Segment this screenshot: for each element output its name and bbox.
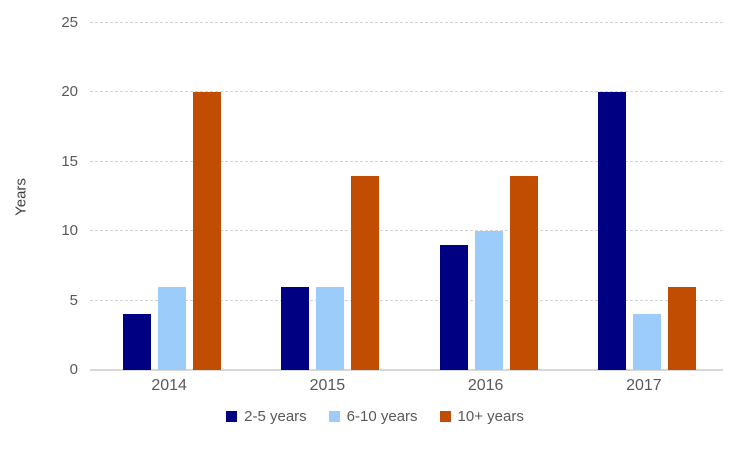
legend-label: 6-10 years <box>346 408 418 425</box>
legend-item-6-10-years: 6-10 years <box>328 408 418 425</box>
x-tick-label-2016: 2016 <box>467 377 504 394</box>
y-tick-label: 25 <box>61 14 78 31</box>
legend: 2-5 years 6-10 years 10+ years <box>0 408 750 425</box>
gridline <box>90 230 723 232</box>
y-tick-label: 10 <box>61 222 78 240</box>
plot-area <box>90 22 723 371</box>
bar-2-5-years-2015 <box>281 286 310 370</box>
legend-item-2-5-years: 2-5 years <box>226 408 307 425</box>
bar-10+-years-2017 <box>667 286 696 370</box>
legend-swatch-icon <box>439 411 451 422</box>
x-tick-label-2017: 2017 <box>626 377 662 394</box>
legend-label: 10+ years <box>457 408 524 425</box>
bar-10+-years-2015 <box>351 175 380 370</box>
bar-2-5-years-2017 <box>597 92 626 370</box>
y-tick-label: 15 <box>61 152 78 170</box>
bar-2-5-years-2016 <box>439 245 468 370</box>
x-tick-label-2014: 2014 <box>151 377 187 394</box>
bar-10+-years-2016 <box>509 175 538 370</box>
legend-item-10+-years: 10+ years <box>439 408 524 425</box>
x-tick-label-2015: 2015 <box>309 377 346 394</box>
legend-swatch-icon <box>328 411 340 422</box>
bar-6-10-years-2017 <box>632 314 661 370</box>
bar-6-10-years-2015 <box>316 286 345 370</box>
y-axis-title: Years <box>12 178 30 216</box>
gridline <box>90 22 723 23</box>
bar-6-10-years-2014 <box>158 286 186 370</box>
bar-2-5-years-2014 <box>123 314 151 370</box>
y-tick-label: 20 <box>61 83 78 101</box>
y-tick-label: 5 <box>69 291 78 309</box>
gridline <box>90 160 723 162</box>
x-axis-line <box>90 369 723 371</box>
legend-label: 2-5 years <box>244 408 307 425</box>
legend-swatch-icon <box>226 411 238 422</box>
bar-10+-years-2014 <box>193 92 221 370</box>
y-tick-label: 0 <box>69 361 78 378</box>
gridline <box>90 91 723 93</box>
gridline <box>90 299 723 301</box>
bar-6-10-years-2016 <box>474 231 503 370</box>
